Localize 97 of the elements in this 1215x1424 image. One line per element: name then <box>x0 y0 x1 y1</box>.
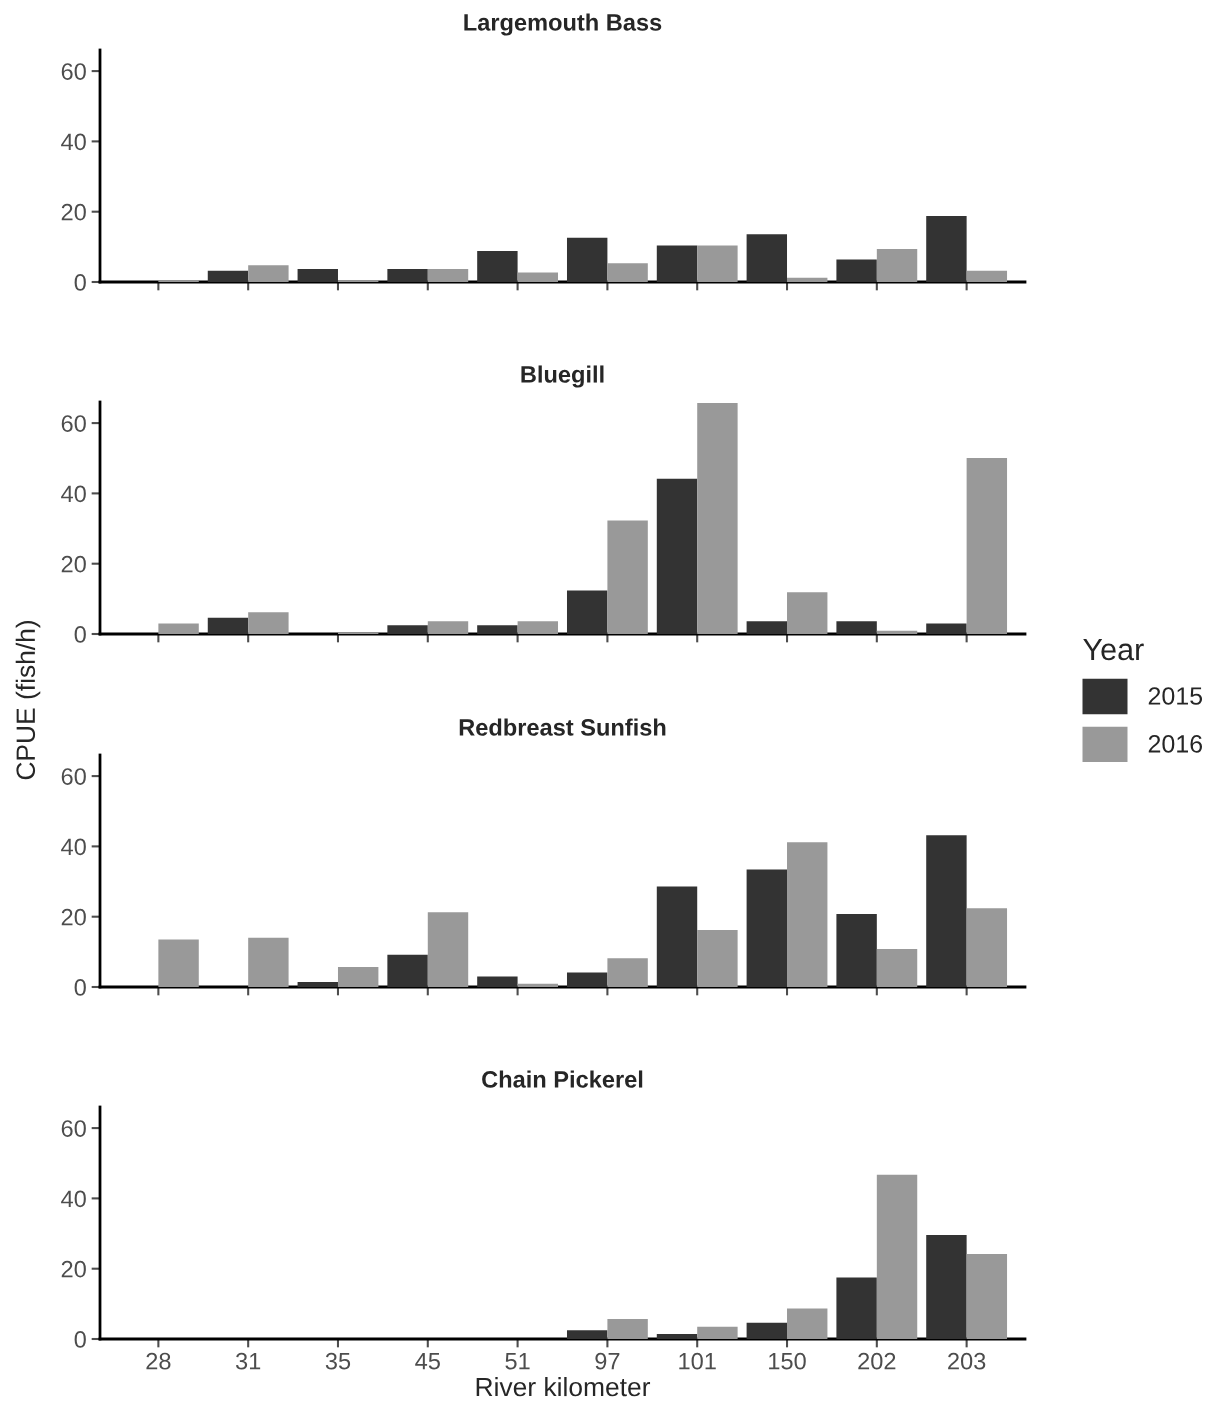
bar <box>607 263 648 282</box>
bar <box>876 248 918 282</box>
bar <box>248 265 289 282</box>
bar <box>746 1322 788 1339</box>
bar <box>656 1334 698 1339</box>
bar <box>387 625 428 634</box>
bar <box>926 835 967 987</box>
y-tick-label: 40 <box>61 838 86 856</box>
y-tick-label: 40 <box>61 485 86 503</box>
y-tick-label: 60 <box>61 63 86 80</box>
y-tick-label: 0 <box>74 1331 86 1348</box>
bar <box>607 1318 648 1339</box>
bar <box>477 625 518 634</box>
bar <box>787 1308 828 1339</box>
y-tick-label: 40 <box>61 133 86 151</box>
y-tick-label: 60 <box>61 1120 86 1137</box>
y-tick-label: 20 <box>61 555 86 573</box>
bar <box>656 478 698 634</box>
x-tick-label: 101 <box>679 1352 716 1370</box>
bar <box>876 949 918 987</box>
bar <box>207 270 249 282</box>
y-tick-label: 0 <box>74 979 86 996</box>
y-axis-title: CPUE (fish/h) <box>15 620 41 780</box>
bar <box>158 623 199 634</box>
x-tick-label: 97 <box>595 1352 620 1370</box>
bar <box>876 630 918 634</box>
bar <box>926 1234 967 1339</box>
bar <box>607 958 648 987</box>
x-tick-label: 35 <box>325 1352 351 1370</box>
bar <box>566 972 608 987</box>
bar <box>566 1330 608 1339</box>
bar <box>477 976 518 987</box>
bar <box>926 623 967 634</box>
bar <box>836 621 877 634</box>
bar <box>697 930 738 987</box>
bar <box>787 842 828 987</box>
chart-title: Bluegill <box>521 365 604 388</box>
bar <box>966 908 1008 987</box>
bar <box>966 1253 1008 1339</box>
bar <box>697 1326 738 1339</box>
bar <box>517 621 559 634</box>
y-tick-label: 20 <box>61 1260 86 1278</box>
bar <box>248 937 289 987</box>
bar <box>207 617 249 634</box>
bar <box>517 983 559 987</box>
bar <box>836 1277 877 1339</box>
bar <box>158 939 199 987</box>
bar <box>787 277 828 282</box>
bar <box>566 590 608 634</box>
y-tick-label: 60 <box>61 415 86 432</box>
x-tick-label: 150 <box>769 1352 806 1370</box>
bar <box>517 272 559 282</box>
y-tick-label: 60 <box>61 768 86 785</box>
bar <box>966 270 1008 282</box>
bar <box>566 237 608 282</box>
bar <box>387 268 428 282</box>
bar <box>836 259 877 282</box>
chart-title: Redbreast Sunfish <box>459 718 666 736</box>
bar <box>297 982 338 987</box>
bar <box>656 886 698 987</box>
legend-label: 2015 <box>1148 687 1203 705</box>
bar <box>337 966 379 987</box>
bar <box>248 612 289 634</box>
bar <box>607 520 648 634</box>
bar <box>297 268 338 282</box>
y-tick-label: 0 <box>74 274 86 291</box>
bar <box>966 457 1008 634</box>
bar <box>697 245 738 282</box>
bar <box>427 621 469 634</box>
x-tick-label: 202 <box>858 1352 896 1370</box>
x-tick-label: 28 <box>146 1352 171 1370</box>
y-tick-label: 20 <box>61 908 86 926</box>
bar <box>427 912 469 987</box>
bar <box>477 251 518 282</box>
legend-label: 2016 <box>1148 735 1203 753</box>
x-tick-label: 51 <box>505 1353 530 1370</box>
y-tick-label: 20 <box>61 203 86 221</box>
x-tick-label: 203 <box>948 1352 986 1370</box>
x-tick-label: 31 <box>235 1352 261 1370</box>
bar <box>787 592 828 634</box>
bar <box>656 245 698 282</box>
y-tick-label: 40 <box>61 1190 86 1208</box>
y-tick-label: 0 <box>74 626 86 643</box>
legend-title: Year <box>1083 639 1144 661</box>
chart-title: Chain Pickerel <box>482 1070 643 1088</box>
bar <box>746 869 788 987</box>
bar <box>926 215 967 282</box>
bar <box>387 954 428 987</box>
x-axis-title: River kilometer <box>476 1376 651 1397</box>
bar <box>876 1174 918 1339</box>
bar <box>697 403 738 634</box>
x-tick-label: 45 <box>415 1353 440 1370</box>
bar <box>746 621 788 634</box>
chart-title: Largemouth Bass <box>464 13 662 36</box>
bar <box>836 913 877 987</box>
bar <box>427 268 469 282</box>
bar <box>746 234 788 282</box>
